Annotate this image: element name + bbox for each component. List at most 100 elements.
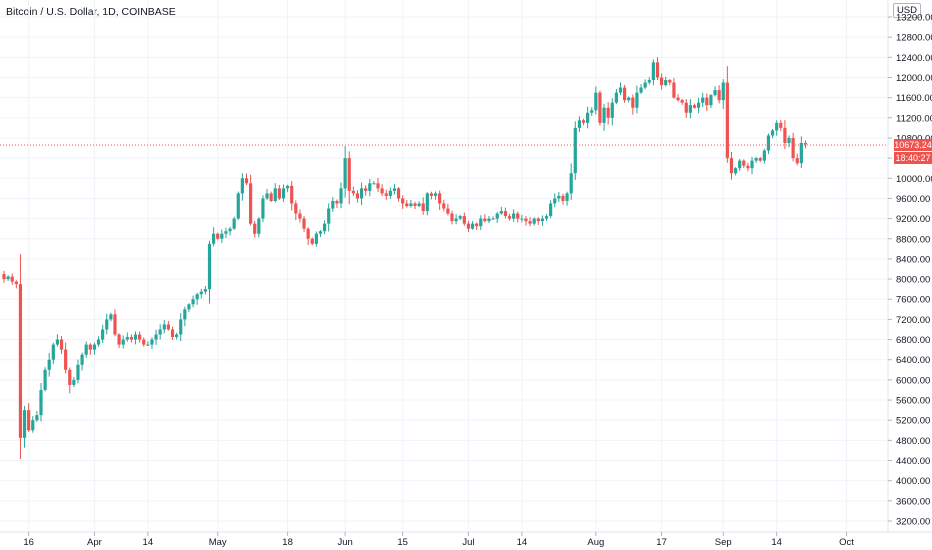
candle [635, 85, 639, 114]
x-tick-label: Apr [87, 537, 102, 548]
candle [388, 187, 392, 199]
candle [717, 85, 721, 104]
candle-body [680, 100, 684, 103]
candle [696, 97, 701, 114]
candle-body [495, 213, 499, 219]
y-tick-label: 4000.00 [896, 476, 930, 487]
candle [676, 94, 680, 102]
x-tick-label: 14 [771, 537, 782, 548]
candle-body [577, 120, 581, 128]
candle-body [733, 168, 738, 174]
candle-body [244, 178, 249, 184]
candle-body [779, 122, 783, 128]
candle [322, 220, 327, 235]
candle [684, 99, 688, 118]
candle-body [635, 92, 639, 108]
candle-body [281, 188, 286, 199]
candle [228, 226, 232, 236]
y-tick-label: 7200.00 [896, 315, 930, 326]
candle [212, 227, 216, 247]
candle [6, 275, 10, 282]
candle [573, 121, 577, 180]
candle-body [64, 349, 68, 370]
candle [569, 163, 573, 200]
candle [2, 270, 6, 283]
candle-body [499, 211, 503, 214]
candle [166, 320, 170, 331]
candle-body [438, 193, 442, 204]
grid [0, 0, 888, 532]
candle [257, 217, 261, 238]
candle [738, 158, 742, 171]
candle-body [314, 233, 318, 244]
candle-body [232, 218, 236, 229]
chart-title: Bitcoin / U.S. Dollar, 1D, COINBASE [6, 6, 176, 18]
candle-body [302, 218, 306, 229]
x-tick-label: Jul [462, 537, 474, 548]
candle-body [322, 223, 327, 232]
candle-body [376, 183, 380, 189]
currency-button[interactable]: USD [892, 3, 921, 18]
candle-body [631, 97, 635, 108]
candle-body [175, 334, 179, 338]
candle [249, 174, 253, 226]
y-tick-label: 7600.00 [896, 295, 930, 306]
candle-body [199, 291, 203, 295]
candle [655, 57, 660, 81]
candle-body [380, 188, 384, 194]
candle-body [285, 185, 290, 189]
candle-body [762, 150, 766, 161]
candle [433, 191, 438, 200]
candle-body [22, 410, 27, 438]
candle [27, 403, 31, 432]
x-tick-label: 18 [282, 537, 293, 548]
candle-body [684, 102, 688, 113]
candle-body [754, 158, 758, 161]
candle-body [80, 354, 84, 365]
candle [557, 191, 561, 203]
candle [479, 215, 483, 231]
candle-body [491, 218, 495, 220]
candle-body [113, 314, 117, 335]
candle-body [388, 190, 392, 196]
y-tick-label: 8400.00 [896, 254, 930, 265]
candle [779, 119, 783, 132]
candle-body [668, 80, 672, 83]
candle-body [557, 195, 561, 199]
candle-body [133, 334, 138, 340]
candle [458, 214, 462, 221]
candle-body [253, 223, 257, 234]
candle-body [692, 105, 697, 108]
candle [623, 84, 627, 103]
candle-body [183, 309, 187, 320]
candle-body [220, 233, 224, 239]
x-tick-label: 17 [656, 537, 667, 548]
candle-body [129, 337, 134, 340]
candle-body [343, 158, 347, 189]
y-tick-label: 10800.00 [896, 133, 932, 144]
y-tick-label: 5600.00 [896, 396, 930, 407]
candle [236, 191, 240, 220]
candle-body [503, 211, 508, 217]
candle [372, 180, 376, 185]
candle [281, 184, 286, 202]
candle [499, 206, 503, 215]
candle-body [207, 243, 212, 290]
candle [614, 88, 618, 105]
y-tick-label: 11200.00 [896, 113, 932, 124]
candle [762, 148, 766, 164]
candle-body [553, 198, 557, 204]
candle [285, 184, 290, 193]
candle-body [96, 339, 101, 345]
candle [59, 336, 64, 354]
candle [409, 199, 413, 208]
candle [64, 342, 68, 374]
candle [783, 120, 787, 150]
candle-body [310, 238, 314, 244]
candle [220, 229, 224, 243]
candle-body [421, 203, 425, 212]
candle-body [10, 276, 14, 282]
candle-body [43, 369, 47, 390]
candle-body [586, 112, 590, 123]
